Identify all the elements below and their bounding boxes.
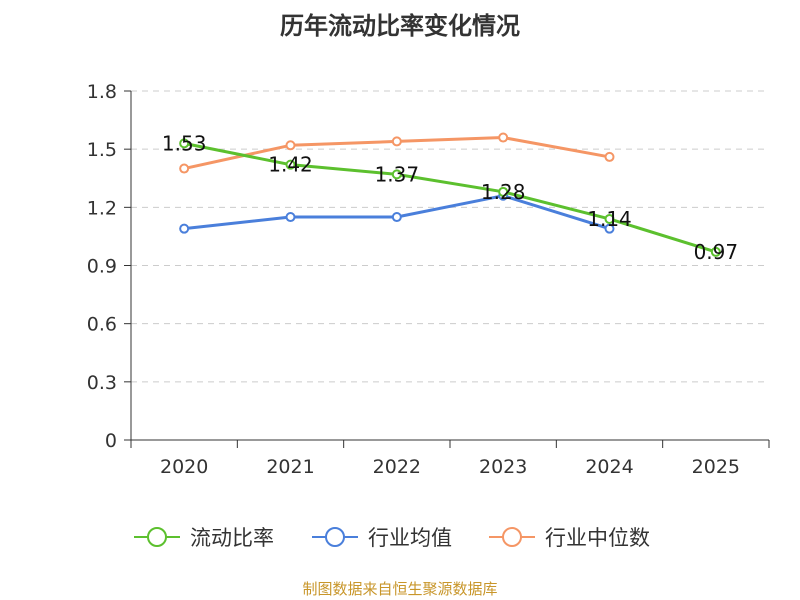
data-point (498, 132, 509, 143)
legend-label: 行业均值 (368, 526, 452, 550)
data-label: 1.42 (268, 153, 313, 177)
grid-lines (131, 90, 769, 383)
legend-label: 流动比率 (190, 526, 274, 550)
data-point (391, 136, 402, 147)
source-note: 制图数据来自恒生聚源数据库 (302, 580, 498, 598)
legend-item-2[interactable]: 行业中位数 (489, 526, 650, 550)
data-label: 1.28 (481, 180, 526, 204)
y-tick-label: 1.5 (87, 139, 117, 161)
data-point (285, 140, 296, 151)
data-point (604, 151, 615, 162)
x-tick-label: 2023 (479, 456, 527, 478)
data-point (179, 138, 190, 149)
data-point (391, 169, 402, 180)
data-point (391, 212, 402, 223)
legend: 流动比率 行业均值 行业中位数 (134, 526, 650, 550)
y-tick-label: 0.9 (87, 256, 117, 278)
chart-title: 历年流动比率变化情况 (280, 12, 520, 40)
legend-marker (325, 527, 345, 547)
data-labels: 1.53 1.42 1.37 1.28 1.14 0.97 (162, 131, 738, 264)
axes: 0 0.3 0.6 0.9 1.2 1.5 1.8 2020 2021 2022 2023 2024 2… (87, 81, 770, 478)
x-tick-label: 2024 (585, 456, 633, 478)
legend-item-1[interactable]: 行业均值 (312, 526, 452, 550)
data-label: 1.14 (587, 207, 632, 231)
y-tick-label: 0.6 (87, 314, 117, 336)
x-tick-label: 2025 (692, 456, 740, 478)
data-point (710, 246, 721, 257)
legend-label: 行业中位数 (545, 526, 650, 550)
y-tick-label: 0 (105, 430, 117, 452)
legend-marker (502, 527, 522, 547)
data-label: 1.37 (375, 162, 420, 186)
data-point (498, 186, 509, 197)
y-tick-label: 1.2 (87, 197, 117, 219)
data-label: 1.53 (162, 131, 207, 155)
data-point (285, 212, 296, 223)
x-tick-label: 2022 (373, 456, 421, 478)
series-lines (179, 132, 721, 257)
x-tick-label: 2020 (160, 456, 208, 478)
data-label: 0.97 (694, 240, 739, 264)
x-tick-label: 2021 (266, 456, 314, 478)
y-tick-label: 0.3 (87, 372, 117, 394)
data-point (604, 223, 615, 234)
data-point (604, 213, 615, 224)
series-line-0 (183, 141, 717, 254)
legend-marker (147, 527, 167, 547)
data-point (179, 163, 190, 174)
data-point (285, 159, 296, 170)
y-tick-label: 1.8 (87, 81, 117, 103)
legend-item-0[interactable]: 流动比率 (134, 526, 274, 550)
data-point (179, 223, 190, 234)
